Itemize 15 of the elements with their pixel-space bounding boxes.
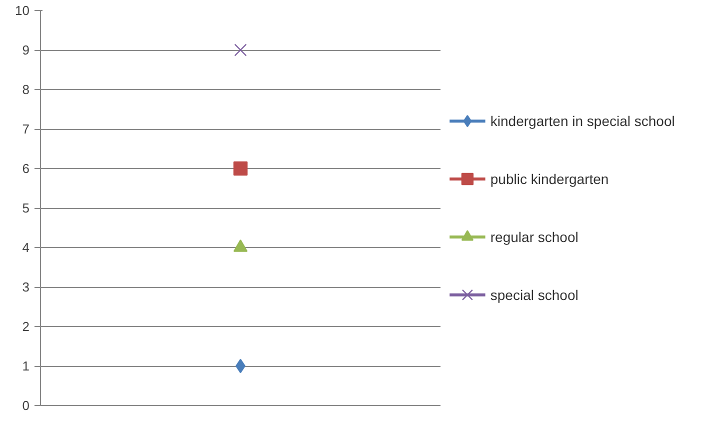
- y-tick-label: 6: [22, 161, 30, 176]
- y-tick-label: 1: [22, 358, 30, 374]
- y-tick-label: 7: [22, 122, 30, 136]
- y-tick-label: 5: [22, 200, 30, 216]
- legend-label: kindergarten in special school: [490, 113, 675, 130]
- legend-label: public kindergarten: [490, 171, 609, 188]
- y-tick-label: 4: [22, 240, 30, 255]
- y-tick-label: 8: [22, 82, 30, 97]
- y-tick-label: 3: [22, 280, 30, 294]
- y-tick-label: 0: [22, 398, 30, 413]
- y-tick-label: 2: [22, 319, 30, 334]
- legend-label: special school: [490, 286, 578, 303]
- y-tick-label: 10: [15, 3, 30, 18]
- legend-label: regular school: [490, 228, 578, 245]
- y-tick-label: 9: [22, 42, 30, 58]
